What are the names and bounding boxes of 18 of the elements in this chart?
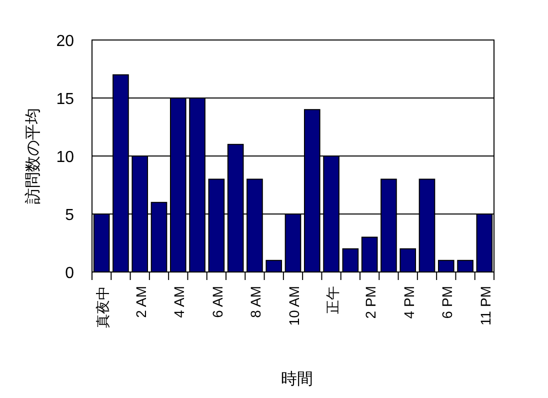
- x-tick-label: 2 PM: [362, 286, 379, 319]
- x-axis-title: 時間: [281, 370, 313, 388]
- x-tick-label: 真夜中: [94, 286, 111, 328]
- x-tick-label: 6 PM: [439, 286, 456, 319]
- x-tick-label: 8 AM: [248, 286, 264, 318]
- y-axis-title: 訪問数の平均: [24, 108, 42, 204]
- x-tick-label: 正午: [324, 286, 340, 314]
- x-tick-label: 4 PM: [400, 286, 417, 319]
- y-tick-label: 5: [65, 207, 74, 224]
- x-tick-label: 4 AM: [171, 286, 188, 318]
- y-tick-label: 10: [56, 149, 74, 166]
- x-tick-label: 2 AM: [132, 286, 149, 318]
- x-tick-label: 6 AM: [209, 286, 226, 318]
- x-tick-label: 10 AM: [286, 286, 302, 326]
- x-tick-label: 11 PM: [477, 286, 494, 326]
- y-tick-label: 0: [65, 265, 74, 282]
- y-tick-label: 20: [56, 33, 74, 50]
- y-tick-label: 15: [56, 91, 74, 108]
